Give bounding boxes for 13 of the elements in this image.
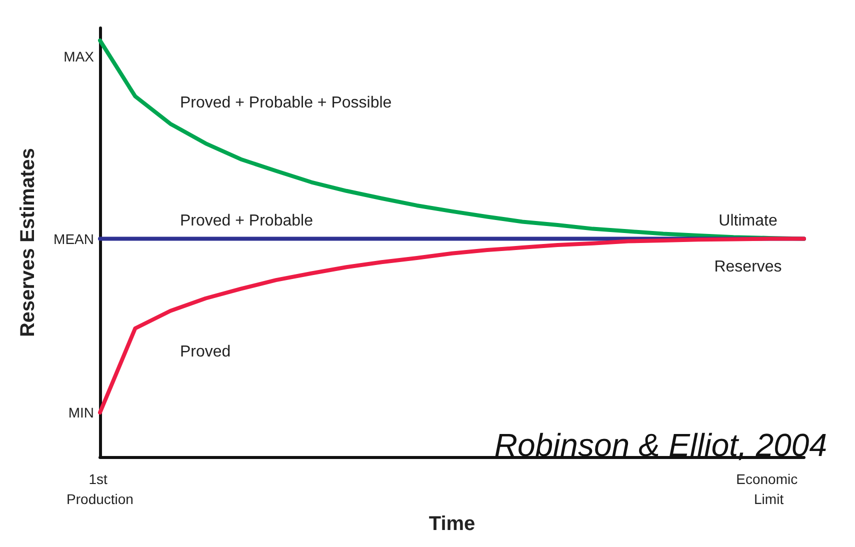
series-label: Proved + Probable + Possible	[180, 94, 392, 112]
x-tick-label: 1st Production	[66, 471, 134, 508]
annotation: Robinson & Elliot, 2004	[494, 427, 827, 463]
text: MAX	[64, 48, 95, 64]
annotation: Ultimate	[718, 212, 778, 230]
text: MIN	[68, 404, 94, 421]
series-label: Proved + Probable	[180, 212, 314, 230]
x-axis-title: Time	[428, 513, 476, 535]
y-axis-title: Reserves Estimates	[17, 148, 39, 338]
text: MEAN	[54, 230, 94, 247]
x-tick-label: Economic Limit	[736, 471, 802, 508]
text: Proved	[180, 344, 231, 361]
annotation: Reserves	[714, 258, 782, 276]
